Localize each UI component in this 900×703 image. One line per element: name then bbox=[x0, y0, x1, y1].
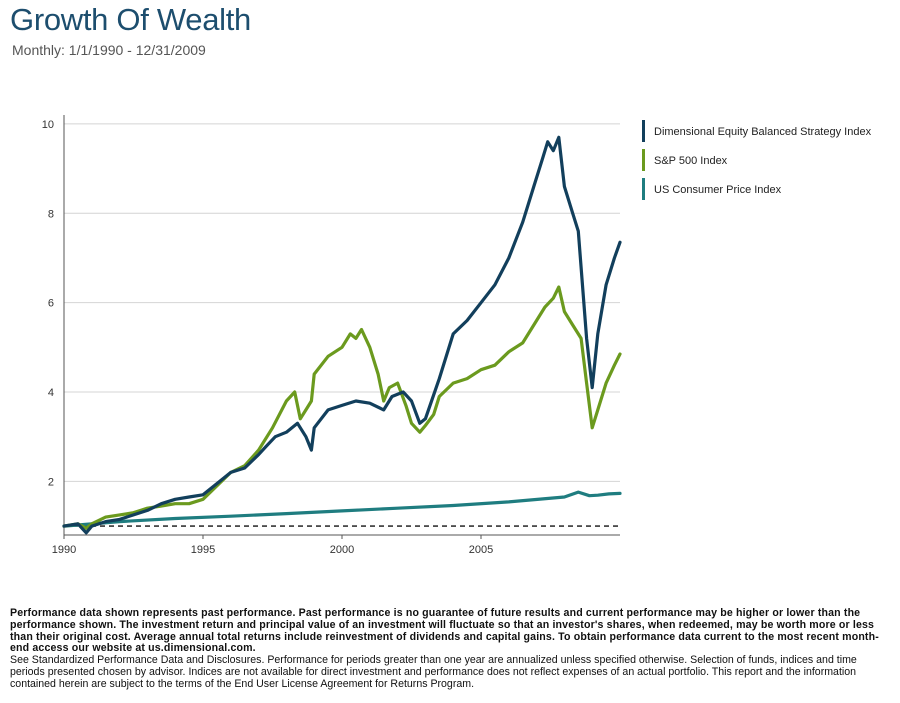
disclaimer-standardized: See Standardized Performance Data and Di… bbox=[10, 654, 857, 690]
y-tick-label: 2 bbox=[48, 476, 54, 488]
y-tick-label: 8 bbox=[48, 208, 54, 220]
x-tick-label: 1995 bbox=[191, 544, 215, 556]
disclaimer-performance: Performance data shown represents past p… bbox=[10, 607, 879, 655]
axis-layer: 2 4 6 8 10 1990 1995 2000 2005 bbox=[42, 115, 620, 556]
series-line-s-p-500-index bbox=[62, 285, 622, 530]
legend-label: S&P 500 Index bbox=[654, 155, 728, 167]
disclaimer: Performance data shown represents past p… bbox=[10, 607, 890, 691]
series-layer bbox=[62, 135, 622, 535]
y-tick-label: 6 bbox=[48, 298, 54, 310]
x-tick-label: 1990 bbox=[52, 544, 76, 556]
grid-layer bbox=[64, 123, 620, 527]
x-tick-label: 2000 bbox=[330, 544, 354, 556]
legend-swatch bbox=[642, 120, 645, 142]
series-line-us-consumer-price-index bbox=[62, 490, 622, 528]
page-title: Growth Of Wealth bbox=[10, 2, 251, 37]
y-tick-label: 4 bbox=[48, 387, 54, 399]
series-line-dimensional-equity-balanced-strategy-index bbox=[62, 135, 622, 535]
page-subtitle: Monthly: 1/1/1990 - 12/31/2009 bbox=[12, 42, 206, 58]
y-tick-label: 10 bbox=[42, 119, 54, 131]
growth-of-wealth-chart: 2 4 6 8 10 1990 1995 2000 2005 Dimensional Equit… bbox=[42, 115, 872, 556]
legend-swatch bbox=[642, 178, 645, 200]
legend-swatch bbox=[642, 149, 645, 171]
legend: Dimensional Equity Balanced Strategy Ind… bbox=[642, 120, 872, 200]
legend-label: Dimensional Equity Balanced Strategy Ind… bbox=[654, 126, 872, 138]
legend-label: US Consumer Price Index bbox=[654, 184, 782, 196]
x-tick-label: 2005 bbox=[469, 544, 493, 556]
